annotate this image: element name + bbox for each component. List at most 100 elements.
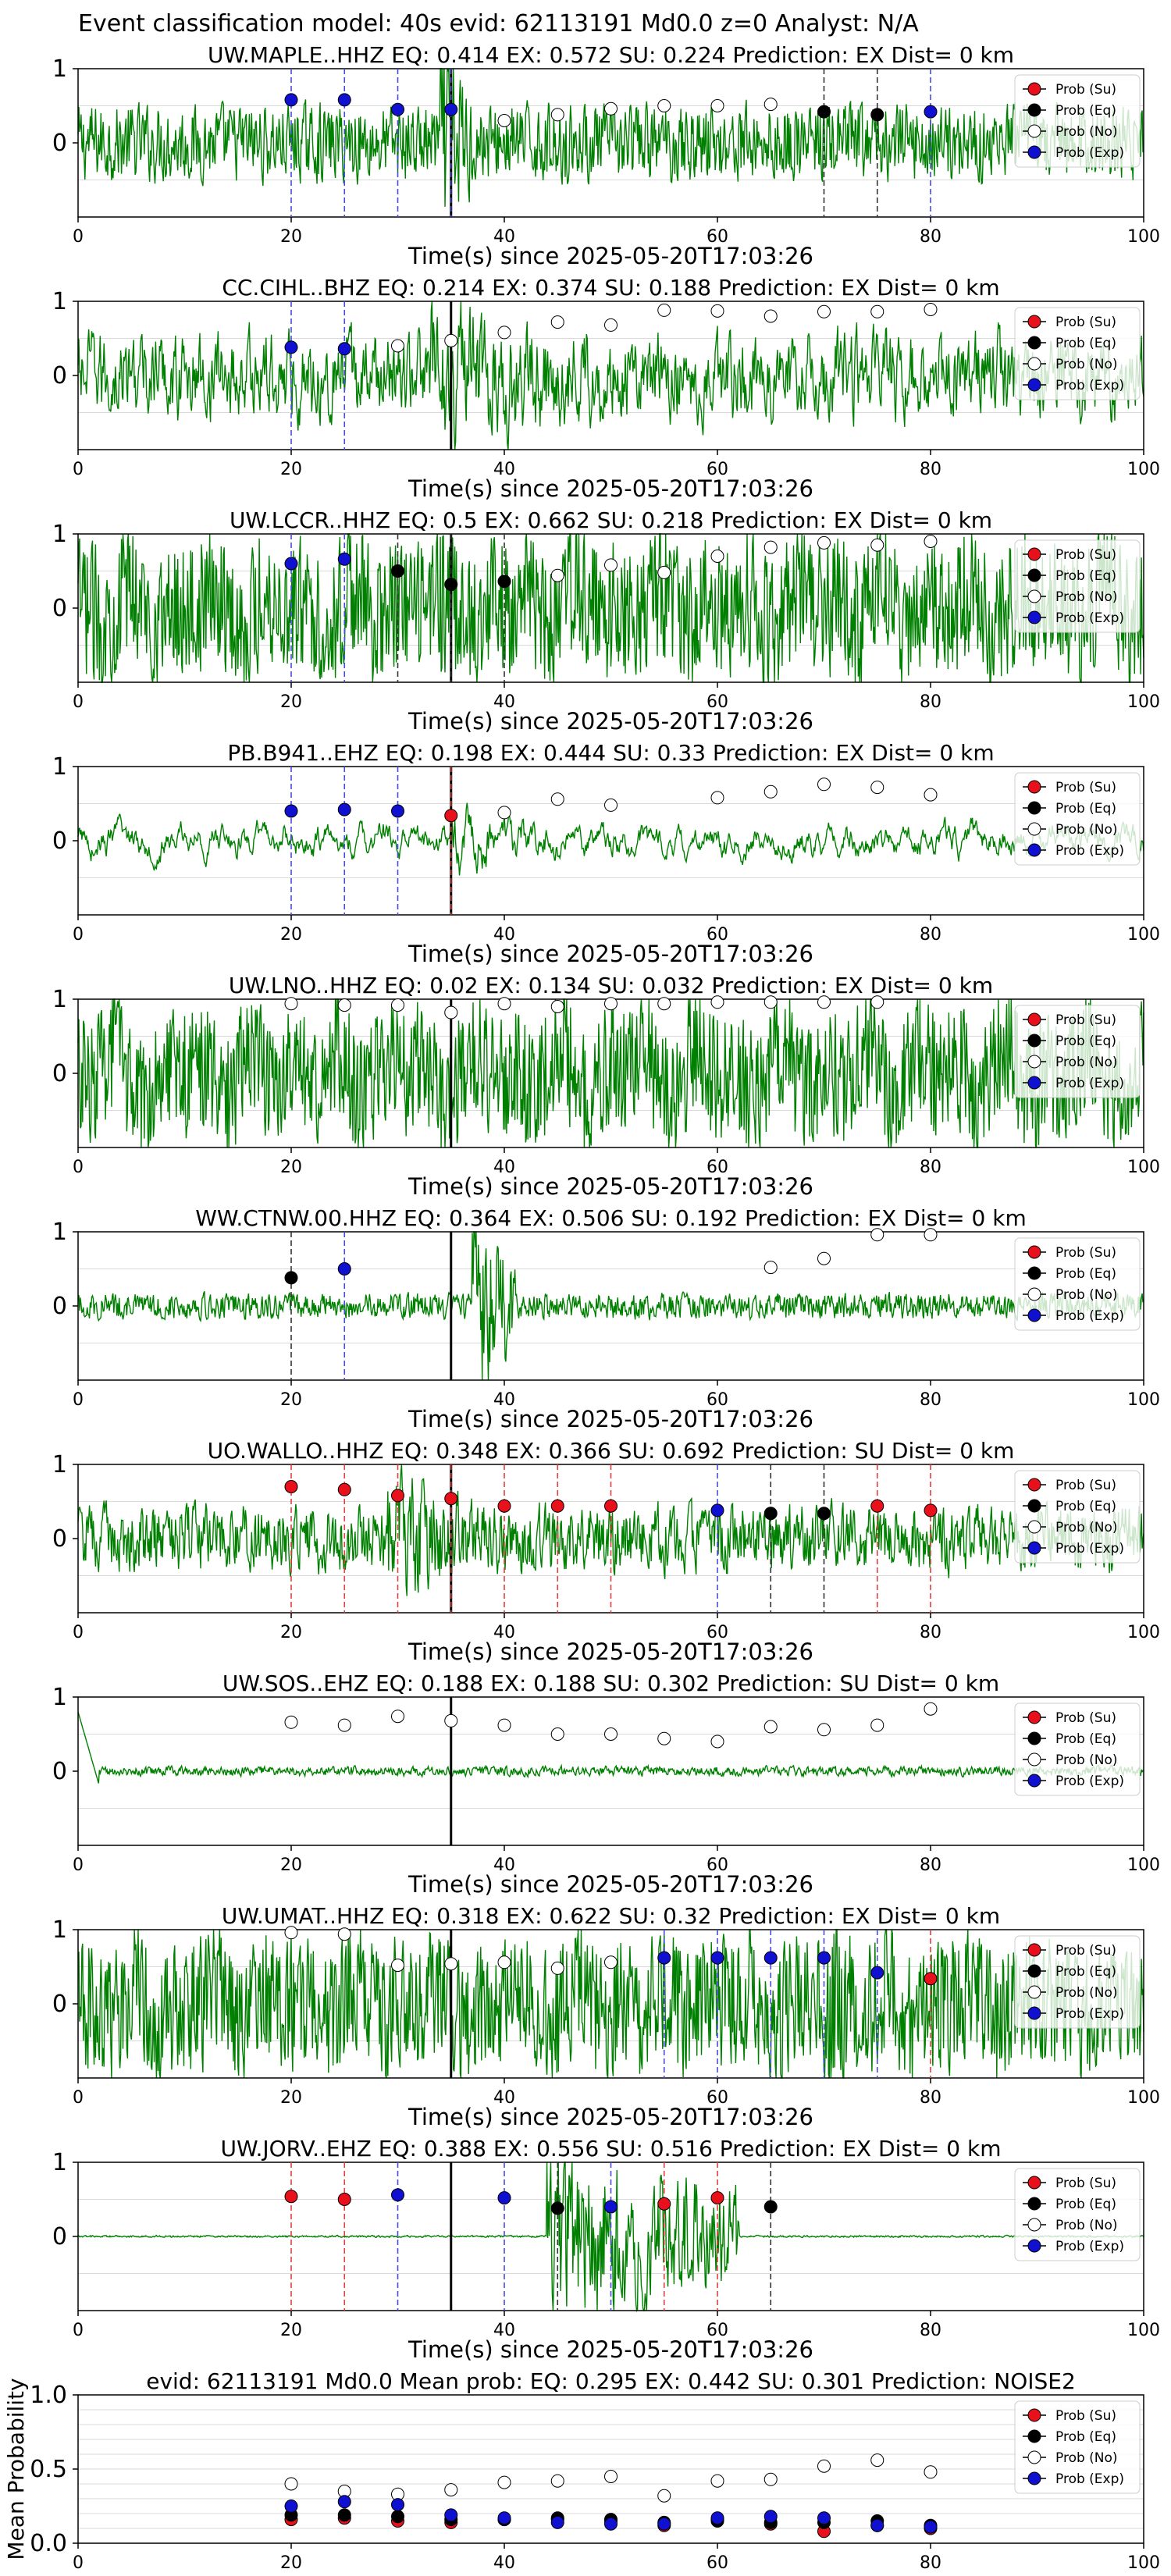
legend-label: Prob (Exp) (1055, 610, 1124, 626)
legend-marker-eq (1027, 2197, 1041, 2211)
prob-point-exp (391, 804, 404, 818)
prob-point-exp (924, 105, 938, 119)
x-tick-label: 60 (707, 2553, 728, 2573)
prob-point-no (604, 997, 618, 1011)
x-tick-label: 0 (73, 227, 84, 247)
legend-label: Prob (Exp) (1055, 1774, 1124, 1789)
legend-marker-su (1027, 1245, 1041, 1259)
legend-box (1014, 2400, 1141, 2494)
legend-marker-exp (1027, 1076, 1041, 1090)
x-axis-label: Time(s) since 2025-05-20T17:03:26 (408, 243, 813, 269)
legend-marker-eq (1027, 1499, 1041, 1513)
legend-label: Prob (No) (1055, 589, 1118, 605)
legend-label: Prob (No) (1055, 822, 1118, 838)
prob-point-su (924, 1503, 938, 1517)
x-axis-label: Time(s) since 2025-05-20T17:03:26 (408, 2104, 813, 2130)
prob-point-su (497, 1499, 511, 1513)
legend-label: Prob (Su) (1055, 547, 1116, 563)
x-tick-label: 80 (920, 1856, 941, 1875)
x-tick-label: 100 (1127, 925, 1160, 945)
prob-point-no (710, 1735, 724, 1749)
prob-point-no (657, 997, 671, 1011)
legend-marker-su (1027, 1943, 1041, 1957)
y-tick-label: 1 (52, 1219, 67, 1246)
y-tick-label: 0 (52, 2223, 67, 2250)
x-tick-label: 80 (920, 925, 941, 945)
legend-label: Prob (Eq) (1055, 1499, 1116, 1514)
prob-point-no (657, 303, 671, 317)
legend-marker-exp (1027, 610, 1041, 624)
x-tick-label: 20 (280, 2553, 302, 2573)
y-axis-label: Mean Probability (3, 2378, 29, 2560)
prob-point-no (604, 2470, 618, 2483)
waveform-trace (77, 1929, 1144, 2079)
panel-title: UO.WALLO..HHZ EQ: 0.348 EX: 0.366 SU: 0.… (208, 1438, 1015, 1464)
x-axis-label: Time(s) since 2025-05-20T17:03:26 (408, 1871, 813, 1898)
panel-pb-b941-ehz: PB.B941..EHZ EQ: 0.198 EX: 0.444 SU: 0.3… (52, 740, 1160, 967)
x-tick-label: 80 (920, 2088, 941, 2108)
prob-point-exp (604, 2200, 618, 2214)
prob-point-no (284, 997, 298, 1011)
prob-point-no (550, 1961, 564, 1975)
x-tick-label: 0 (73, 692, 84, 712)
legend-label: Prob (Eq) (1055, 1964, 1116, 1980)
x-axis-label: Time(s) since 2025-05-20T17:03:26 (408, 1638, 813, 1665)
x-tick-label: 40 (493, 2088, 515, 2108)
legend-marker-no (1027, 2218, 1041, 2232)
x-tick-label: 100 (1127, 460, 1160, 479)
x-tick-label: 0 (73, 1390, 84, 1410)
prob-point-no (710, 304, 724, 318)
legend-marker-su (1027, 2176, 1041, 2190)
panel-title: PB.B941..EHZ EQ: 0.198 EX: 0.444 SU: 0.3… (227, 740, 994, 766)
legend-label: Prob (Su) (1055, 1012, 1116, 1028)
prob-point-no (870, 304, 884, 318)
prob-point-no (284, 2477, 298, 2491)
legend-box (1014, 539, 1141, 633)
legend-marker-exp (1027, 1308, 1041, 1322)
x-tick-label: 40 (493, 2321, 515, 2340)
x-tick-label: 40 (493, 2553, 515, 2573)
legend-marker-su (1027, 1478, 1041, 1492)
prob-point-no (391, 339, 404, 353)
prob-point-exp (604, 2517, 618, 2531)
prob-point-no (444, 1957, 458, 1971)
prob-point-no (924, 302, 938, 316)
prob-point-no (763, 540, 778, 554)
panel-cc-cihl-bhz: CC.CIHL..BHZ EQ: 0.214 EX: 0.374 SU: 0.1… (52, 275, 1160, 502)
legend-label: Prob (No) (1055, 1055, 1118, 1070)
legend-label: Prob (Eq) (1055, 103, 1116, 119)
legend-label: Prob (No) (1055, 357, 1118, 372)
prob-point-su (550, 1499, 564, 1513)
prob-point-no (337, 1718, 351, 1732)
y-tick-label: 0 (52, 1525, 67, 1553)
legend-label: Prob (No) (1055, 2218, 1118, 2233)
prob-point-no (391, 1710, 404, 1724)
panel-uw-sos-ehz: UW.SOS..EHZ EQ: 0.188 EX: 0.188 SU: 0.30… (52, 1670, 1160, 1898)
prob-point-exp (763, 1951, 778, 1965)
legend-marker-exp (1027, 1541, 1041, 1555)
prob-point-no (924, 1702, 938, 1716)
y-tick-label: 0 (52, 362, 67, 390)
legend-marker-eq (1027, 1731, 1041, 1745)
x-tick-label: 0 (73, 1158, 84, 1177)
legend-label: Prob (Su) (1055, 1943, 1116, 1959)
prob-point-eq (444, 578, 458, 592)
panel-uw-jorv-ehz: UW.JORV..EHZ EQ: 0.388 EX: 0.556 SU: 0.5… (52, 2136, 1160, 2363)
prob-point-no (284, 1715, 298, 1729)
legend-label: Prob (No) (1055, 124, 1118, 140)
panel-title: UW.MAPLE..HHZ EQ: 0.414 EX: 0.572 SU: 0.… (208, 42, 1014, 68)
waveform-trace (77, 998, 1144, 1148)
legend-label: Prob (Eq) (1055, 568, 1116, 584)
waveform-trace (77, 301, 1144, 450)
prob-point-su (444, 809, 458, 823)
legend-marker-su (1027, 1012, 1041, 1026)
prob-point-no (657, 2489, 671, 2503)
prob-point-su (924, 1972, 938, 1986)
prob-point-no (817, 777, 831, 792)
prob-point-exp (710, 1951, 724, 1965)
prob-point-no (284, 1926, 298, 1940)
x-tick-label: 40 (493, 1623, 515, 1642)
legend-marker-no (1027, 589, 1041, 603)
legend-marker-exp (1027, 2471, 1041, 2485)
legend-label: Prob (No) (1055, 1520, 1118, 1535)
